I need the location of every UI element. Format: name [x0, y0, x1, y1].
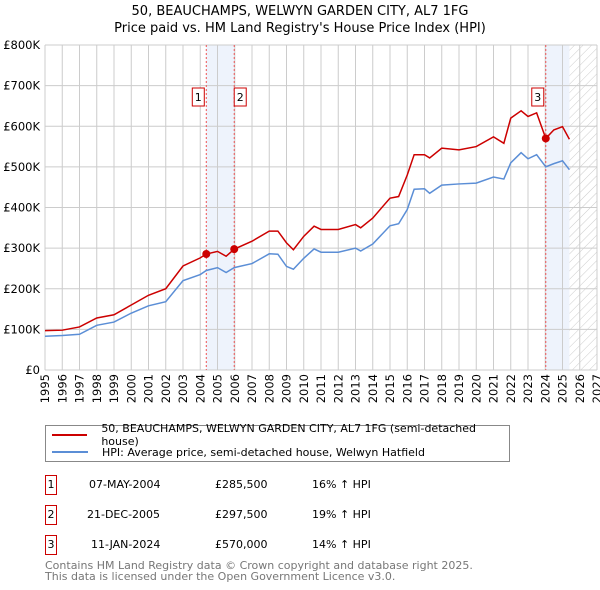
sale-label-box	[191, 87, 205, 107]
x-tick-label: 2002	[159, 374, 173, 403]
x-tick-label: 2023	[521, 374, 535, 403]
x-tick-label: 2021	[487, 374, 501, 403]
x-tick-label: 2007	[245, 374, 259, 403]
legend-item-price: 50, BEAUCHAMPS, WELWYN GARDEN CITY, AL7 …	[46, 422, 509, 448]
sale-price: £570,000	[215, 538, 268, 551]
x-tick-label: 2009	[280, 374, 294, 403]
chart-subtitle: Price paid vs. HM Land Registry's House …	[114, 21, 486, 36]
x-tick-label: 2012	[331, 374, 345, 403]
sale-hpi: 19% ↑ HPI	[312, 508, 371, 521]
hpi-line	[44, 151, 570, 338]
x-tick-label: 2026	[573, 374, 587, 403]
sale-marker: 2	[45, 505, 57, 525]
x-tick-label: 2017	[418, 374, 432, 403]
legend: 50, BEAUCHAMPS, WELWYN GARDEN CITY, AL7 …	[45, 422, 510, 462]
sale-date: 07-MAY-2004	[89, 478, 161, 491]
x-tick-label: 2020	[469, 374, 483, 403]
x-tick-label: 2022	[504, 374, 518, 403]
x-tick-label: 2027	[590, 374, 600, 403]
x-tick-label: 2005	[211, 374, 225, 403]
sale-date: 21-DEC-2005	[87, 508, 161, 521]
sale-point	[202, 250, 211, 259]
sale-price: £285,500	[215, 478, 268, 491]
sale-point	[541, 134, 550, 143]
x-tick-label: 2024	[538, 374, 552, 403]
legend-swatch-red	[52, 434, 88, 436]
x-tick-label: 2019	[452, 374, 466, 403]
price-line	[44, 109, 571, 332]
y-tick-label: £600K	[3, 119, 40, 133]
legend-item-hpi: HPI: Average price, semi-detached house,…	[46, 444, 425, 460]
x-tick-label: 1997	[73, 374, 87, 403]
sale-date: 11-JAN-2024	[91, 538, 161, 551]
sale-row: 3 11-JAN-2024 £570,000 14% ↑ HPI	[45, 535, 445, 555]
x-tick-label: 2010	[297, 374, 311, 403]
x-tick-label: 2000	[124, 374, 138, 403]
sale-point	[230, 245, 239, 254]
x-tick-label: 1995	[38, 374, 52, 403]
sale-marker: 3	[45, 535, 57, 555]
x-tick-label: 2001	[142, 374, 156, 403]
legend-label: 50, BEAUCHAMPS, WELWYN GARDEN CITY, AL7 …	[101, 422, 477, 448]
sale-label: 3	[534, 91, 541, 104]
sale-hpi: 16% ↑ HPI	[312, 478, 371, 491]
x-tick-label: 2025	[556, 374, 570, 403]
y-tick-label: £100K	[3, 322, 40, 336]
sale-label-box	[531, 87, 545, 107]
y-tick-label: £700K	[3, 79, 40, 93]
x-tick-label: 1998	[90, 374, 104, 403]
x-tick-label: 2003	[176, 374, 190, 403]
sale-hpi: 14% ↑ HPI	[312, 538, 371, 551]
x-tick-label: 2018	[435, 374, 449, 403]
x-tick-label: 2004	[193, 374, 207, 403]
x-tick-label: 2011	[314, 374, 328, 403]
sale-label: 1	[195, 91, 202, 104]
x-tick-label: 2006	[228, 374, 242, 403]
x-tick-label: 1999	[107, 374, 121, 403]
legend-swatch-blue	[52, 451, 88, 453]
y-tick-label: £0	[25, 363, 40, 377]
x-tick-label: 2015	[383, 374, 397, 403]
sale-label-box	[233, 87, 247, 107]
sale-row: 1 07-MAY-2004 £285,500 16% ↑ HPI	[45, 475, 445, 495]
footer-line: This data is licensed under the Open Gov…	[45, 570, 396, 583]
y-tick-label: £300K	[3, 241, 40, 255]
x-tick-label: 2014	[366, 374, 380, 403]
sale-row: 2 21-DEC-2005 £297,500 19% ↑ HPI	[45, 505, 445, 525]
sale-price: £297,500	[215, 508, 268, 521]
x-tick-label: 1996	[55, 374, 69, 403]
sale-marker: 1	[45, 475, 57, 495]
plot-area: 1995 1996 1997 1998 1999 2000 2001 2002 2003 2004…	[3, 38, 600, 403]
chart-title: 50, BEAUCHAMPS, WELWYN GARDEN CITY, AL7 …	[131, 4, 469, 19]
footer-line: Contains HM Land Registry data © Crown c…	[45, 559, 473, 572]
footer: Contains HM Land Registry data © Crown c…	[45, 560, 473, 582]
y-tick-label: £200K	[3, 282, 40, 296]
legend-label: HPI: Average price, semi-detached house,…	[102, 445, 425, 459]
x-tick-label: 2013	[349, 374, 363, 403]
y-tick-label: £800K	[3, 38, 40, 52]
sale-label: 2	[237, 91, 244, 104]
x-tick-label: 2016	[400, 374, 414, 403]
x-tick-label: 2008	[262, 374, 276, 403]
y-tick-label: £400K	[3, 201, 40, 215]
y-tick-label: £500K	[3, 160, 40, 174]
